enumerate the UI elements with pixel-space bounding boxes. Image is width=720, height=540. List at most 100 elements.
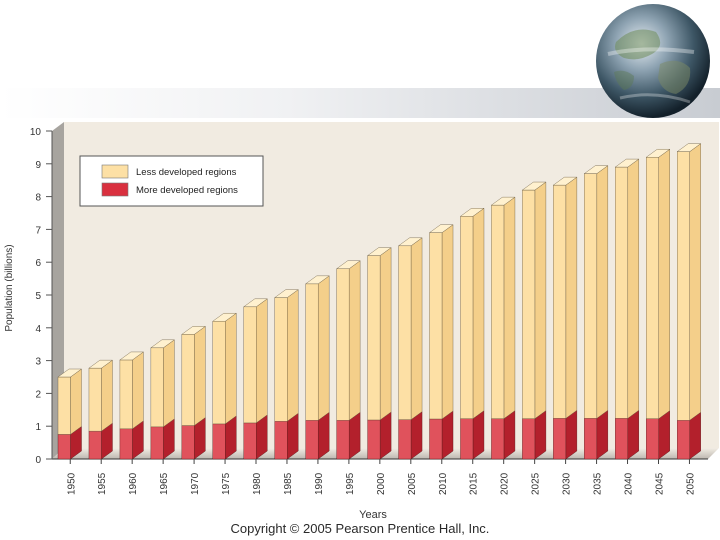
x-tick-label: 1955 (97, 472, 108, 495)
bar-stack-1990 (305, 275, 330, 460)
bar-top (552, 176, 578, 186)
x-tick-label: 1970 (190, 472, 201, 495)
legend-swatch-less (101, 164, 129, 179)
y-tick-label: 0 (35, 455, 41, 466)
x-tick-label: 1975 (221, 472, 232, 495)
bar-side-more-developed (503, 410, 516, 460)
x-tick-label: 2025 (531, 472, 542, 495)
bar-side-less-developed (70, 368, 82, 435)
y-tick-label: 6 (35, 258, 41, 269)
bar-stack-1985 (274, 289, 299, 460)
y-tick-label: 7 (35, 225, 41, 236)
bar-more-developed (243, 422, 257, 460)
bar-top (676, 143, 702, 152)
legend: Less developed regions More developed re… (79, 155, 264, 207)
bar-top (88, 359, 114, 369)
bar-top (150, 339, 175, 349)
y-tick-label: 10 (30, 127, 42, 138)
x-tick-label: 1960 (128, 472, 139, 495)
bar-stack-2025 (521, 181, 547, 460)
bar-side-less-developed (287, 289, 299, 422)
x-tick-label: 2010 (438, 472, 449, 495)
bar-stack-2035 (583, 165, 609, 460)
bar-side-more-developed (410, 411, 423, 460)
y-tick-label: 5 (35, 291, 41, 302)
x-tick-label: 1965 (159, 472, 170, 495)
y-tick-label: 4 (35, 324, 41, 335)
bar-stack-2000 (366, 247, 392, 460)
x-tick-label: 1950 (66, 472, 77, 495)
bar-side-less-developed (379, 247, 392, 421)
bar-stack-2010 (428, 224, 454, 460)
bar-side-less-developed (225, 312, 237, 425)
bar-less-developed (677, 151, 690, 421)
legend-label-more: More developed regions (136, 185, 238, 196)
bar-side-more-developed (596, 409, 609, 460)
bar-less-developed (212, 321, 226, 425)
bar-stack-1970 (181, 325, 206, 460)
bar-stack-1965 (150, 339, 175, 460)
bar-less-developed (336, 268, 350, 421)
bar-more-developed (429, 418, 443, 460)
legend-box (79, 155, 264, 207)
bar-side-more-developed (534, 410, 547, 460)
bar-stack-1980 (243, 298, 268, 460)
bar-less-developed (460, 216, 474, 419)
bar-top (336, 260, 361, 269)
bar-top (645, 149, 671, 158)
bar-less-developed (398, 245, 412, 420)
bar-stack-2005 (397, 237, 423, 460)
bar-less-developed (150, 347, 164, 428)
bar-top (428, 224, 454, 233)
bar-less-developed (119, 359, 133, 430)
x-tick-label: 1980 (252, 472, 263, 495)
bar-side-more-developed (379, 411, 392, 460)
bar-side-less-developed (441, 224, 454, 420)
bar-stack-2045 (645, 148, 671, 460)
bar-less-developed (584, 173, 598, 419)
bar-stack-1960 (119, 351, 145, 460)
legend-swatch-more (101, 182, 129, 197)
bar-more-developed (367, 419, 381, 460)
copyright-notice: Copyright © 2005 Pearson Prentice Hall, … (230, 521, 490, 536)
bar-top (274, 289, 299, 298)
bar-stack-2030 (552, 176, 578, 460)
bar-stack-2040 (614, 158, 640, 460)
bar-more-developed (57, 434, 71, 460)
legend-label-less: Less developed regions (136, 167, 237, 178)
bar-less-developed (305, 283, 319, 421)
bar-top (397, 237, 423, 247)
x-tick-label: 1995 (345, 472, 356, 495)
x-tick-label: 1990 (314, 472, 325, 495)
bar-more-developed (150, 426, 164, 460)
bar-stack-2015 (459, 207, 485, 460)
y-tick-label: 2 (35, 389, 41, 400)
bar-less-developed (491, 204, 505, 419)
bar-side-more-developed (565, 409, 578, 460)
bar-side-more-developed (472, 410, 485, 460)
bar-more-developed (677, 420, 690, 460)
y-tick-label: 3 (35, 357, 41, 368)
y-tick-label: 8 (35, 193, 41, 204)
bar-side-less-developed (317, 275, 330, 421)
header-band (0, 88, 720, 118)
bar-top (181, 326, 206, 335)
bar-top (459, 208, 485, 217)
y-tick-label: 1 (35, 422, 41, 433)
x-tick-label: 2050 (685, 472, 696, 495)
bar-side-less-developed (163, 339, 175, 428)
bar-side-less-developed (410, 237, 423, 421)
x-tick-label: 2035 (593, 472, 604, 495)
x-tick-label: 2040 (624, 472, 635, 495)
y-axis-label: Population (billions) (4, 244, 15, 331)
bar-stack-1950 (57, 368, 83, 460)
bar-top (583, 165, 609, 174)
bar-more-developed (522, 418, 536, 460)
bar-stack-1975 (212, 312, 237, 460)
bar-side-less-developed (132, 351, 144, 430)
bar-top (305, 275, 330, 285)
bar-less-developed (522, 189, 536, 419)
bar-less-developed (429, 232, 443, 420)
bar-side-less-developed (101, 359, 113, 432)
